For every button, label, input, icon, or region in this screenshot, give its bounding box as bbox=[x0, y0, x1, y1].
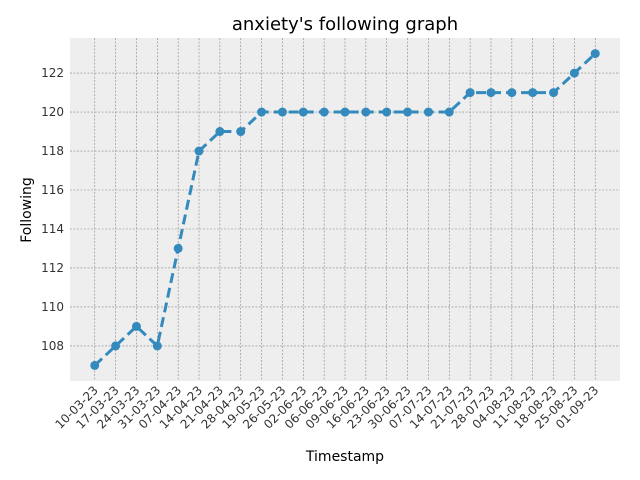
data-point bbox=[465, 88, 475, 98]
data-point bbox=[298, 107, 308, 117]
chart-title: anxiety's following graph bbox=[232, 14, 458, 35]
data-point bbox=[194, 146, 204, 156]
x-axis-label: Timestamp bbox=[305, 449, 384, 465]
data-point bbox=[173, 243, 183, 253]
y-tick-label: 116 bbox=[41, 183, 64, 197]
y-tick-label: 110 bbox=[41, 300, 64, 314]
y-tick-label: 108 bbox=[41, 339, 64, 353]
y-tick-label: 120 bbox=[41, 105, 64, 119]
data-point bbox=[403, 107, 413, 117]
data-point bbox=[215, 127, 225, 137]
data-point bbox=[507, 88, 517, 98]
y-tick-label: 122 bbox=[41, 66, 64, 80]
data-point bbox=[382, 107, 392, 117]
data-point bbox=[152, 341, 162, 351]
data-point bbox=[549, 88, 559, 98]
data-point bbox=[277, 107, 287, 117]
data-points bbox=[90, 49, 600, 370]
data-point bbox=[361, 107, 371, 117]
data-point bbox=[444, 107, 454, 117]
data-point bbox=[569, 68, 579, 78]
data-point bbox=[111, 341, 121, 351]
data-point bbox=[319, 107, 329, 117]
data-point bbox=[486, 88, 496, 98]
data-point bbox=[236, 127, 246, 137]
data-point bbox=[131, 321, 141, 331]
data-point bbox=[340, 107, 350, 117]
data-point bbox=[423, 107, 433, 117]
y-tick-label: 118 bbox=[41, 144, 64, 158]
x-axis: 10-03-2317-03-2324-03-2331-03-2307-04-23… bbox=[52, 383, 601, 431]
data-point bbox=[257, 107, 267, 117]
data-point bbox=[90, 360, 100, 370]
y-tick-label: 114 bbox=[41, 222, 64, 236]
data-point bbox=[590, 49, 600, 59]
y-axis: 108 110 112 114 116 118 120 122 bbox=[41, 66, 64, 353]
y-axis-label: Following bbox=[19, 177, 35, 243]
y-tick-label: 112 bbox=[41, 261, 64, 275]
data-point bbox=[528, 88, 538, 98]
